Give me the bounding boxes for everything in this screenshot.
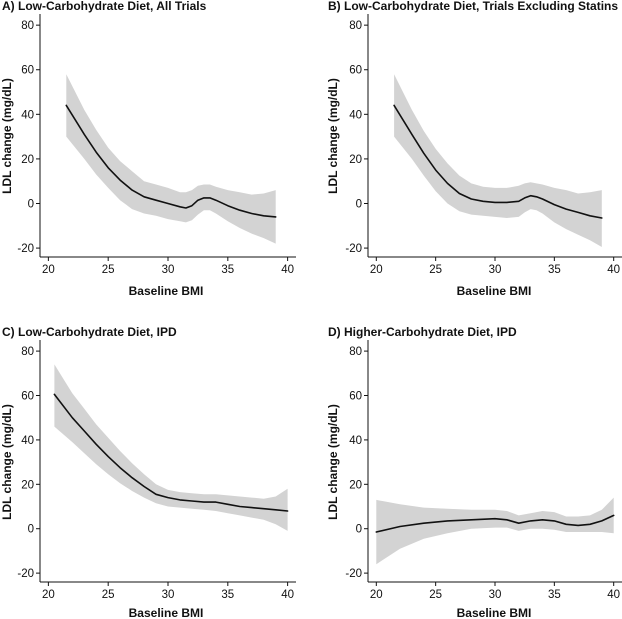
panel-b-xlabel: Baseline BMI bbox=[457, 284, 532, 298]
panel-b-y-tick-label: -20 bbox=[345, 243, 362, 255]
panel-b: B) Low-Carbohydrate Diet, Trials Excludi… bbox=[326, 0, 622, 298]
panel-b-confidence-band bbox=[394, 74, 602, 247]
panel-b-x-tick-label: 40 bbox=[607, 264, 620, 276]
panel-d-y-tick-label: -20 bbox=[345, 568, 362, 580]
panel-a-x-tick-label: 35 bbox=[221, 264, 234, 276]
panel-c-y-tick-label: 0 bbox=[28, 524, 34, 536]
panel-b-y-tick-label: 40 bbox=[349, 109, 362, 121]
panel-b-y-tick-label: 0 bbox=[356, 198, 362, 210]
panel-c-x-tick-label: 35 bbox=[221, 589, 234, 601]
panel-c: C) Low-Carbohydrate Diet, IPD 20 25 30 35 40… bbox=[0, 325, 296, 619]
panel-b-plot: 20 25 30 35 40 -20 0 20 40 60 80 bbox=[345, 14, 622, 276]
panel-c-x-tick-label: 40 bbox=[281, 589, 294, 601]
panel-d: D) Higher-Carbohydrate Diet, IPD 20 25 30 3… bbox=[326, 325, 622, 619]
panel-b-fit-line bbox=[393, 104, 603, 219]
panel-d-y-tick-label: 20 bbox=[349, 479, 362, 491]
panel-a-fit-line bbox=[65, 104, 277, 218]
panel-c-fit-line bbox=[53, 393, 289, 512]
panel-c-x-tick-label: 25 bbox=[102, 589, 115, 601]
panel-a-y-tick-label: 60 bbox=[21, 65, 34, 77]
panel-b-x-tick-label: 35 bbox=[548, 264, 561, 276]
panel-b-x-tick-label: 20 bbox=[370, 264, 383, 276]
panel-d-x-tick-label: 35 bbox=[548, 589, 561, 601]
panel-c-y-tick-label: 20 bbox=[21, 479, 34, 491]
panel-d-title: D) Higher-Carbohydrate Diet, IPD bbox=[328, 325, 517, 339]
panel-d-xlabel: Baseline BMI bbox=[457, 606, 532, 619]
panel-b-ylabel: LDL change (mg/dL) bbox=[326, 78, 340, 194]
panel-a-plot: 20 25 30 35 40 -20 0 20 40 60 80 bbox=[17, 14, 296, 276]
panel-d-y-tick-label: 80 bbox=[349, 346, 362, 358]
panel-c-y-tick-label: 60 bbox=[21, 391, 34, 403]
panel-d-x-tick-label: 40 bbox=[607, 589, 620, 601]
panel-b-x-tick-label: 30 bbox=[489, 264, 502, 276]
panel-d-ylabel: LDL change (mg/dL) bbox=[326, 404, 340, 520]
panel-c-x-tick-label: 30 bbox=[162, 589, 175, 601]
panel-a-x-tick-label: 25 bbox=[102, 264, 115, 276]
panel-d-y-tick-label: 0 bbox=[356, 524, 362, 536]
panel-a-x-tick-label: 30 bbox=[162, 264, 175, 276]
panel-a-y-tick-label: -20 bbox=[17, 243, 34, 255]
panel-b-title: B) Low-Carbohydrate Diet, Trials Excludi… bbox=[328, 0, 618, 13]
panel-a-y-tick-label: 20 bbox=[21, 154, 34, 166]
panel-c-ylabel: LDL change (mg/dL) bbox=[0, 404, 14, 520]
panel-a-title: A) Low-Carbohydrate Diet, All Trials bbox=[2, 0, 207, 13]
panel-a-ylabel: LDL change (mg/dL) bbox=[0, 78, 14, 194]
panel-a-y-tick-label: 80 bbox=[21, 20, 34, 32]
panel-b-y-tick-label: 20 bbox=[349, 154, 362, 166]
panel-d-y-tick-label: 60 bbox=[349, 391, 362, 403]
panel-b-y-tick-label: 60 bbox=[349, 65, 362, 77]
panel-a-confidence-band bbox=[66, 74, 276, 244]
panel-c-title: C) Low-Carbohydrate Diet, IPD bbox=[2, 325, 177, 339]
panel-d-plot: 20 25 30 35 40 -20 0 20 40 60 80 bbox=[345, 340, 622, 601]
panel-b-y-tick-label: 80 bbox=[349, 20, 362, 32]
panel-b-x-tick-label: 25 bbox=[429, 264, 442, 276]
panel-d-x-tick-label: 25 bbox=[429, 589, 442, 601]
panel-a-x-tick-label: 20 bbox=[42, 264, 55, 276]
panel-d-y-tick-label: 40 bbox=[349, 435, 362, 447]
panel-a-y-tick-label: 0 bbox=[28, 198, 34, 210]
panel-d-x-tick-label: 30 bbox=[489, 589, 502, 601]
panel-c-xlabel: Baseline BMI bbox=[129, 606, 204, 619]
panel-d-x-tick-label: 20 bbox=[370, 589, 383, 601]
panel-a: A) Low-Carbohydrate Diet, All Trials 20 2… bbox=[0, 0, 296, 298]
panel-c-y-tick-label: 80 bbox=[21, 346, 34, 358]
panel-c-plot: 20 25 30 35 40 -20 0 20 40 60 80 bbox=[17, 340, 296, 601]
panel-a-y-tick-label: 40 bbox=[21, 109, 34, 121]
panel-c-confidence-band bbox=[54, 364, 288, 531]
panel-c-y-tick-label: -20 bbox=[17, 568, 34, 580]
panel-d-confidence-band bbox=[376, 497, 614, 565]
panel-a-xlabel: Baseline BMI bbox=[129, 284, 204, 298]
panel-a-x-tick-label: 40 bbox=[281, 264, 294, 276]
panel-c-x-tick-label: 20 bbox=[42, 589, 55, 601]
panel-c-y-tick-label: 40 bbox=[21, 435, 34, 447]
panel-d-fit-line bbox=[375, 514, 615, 533]
